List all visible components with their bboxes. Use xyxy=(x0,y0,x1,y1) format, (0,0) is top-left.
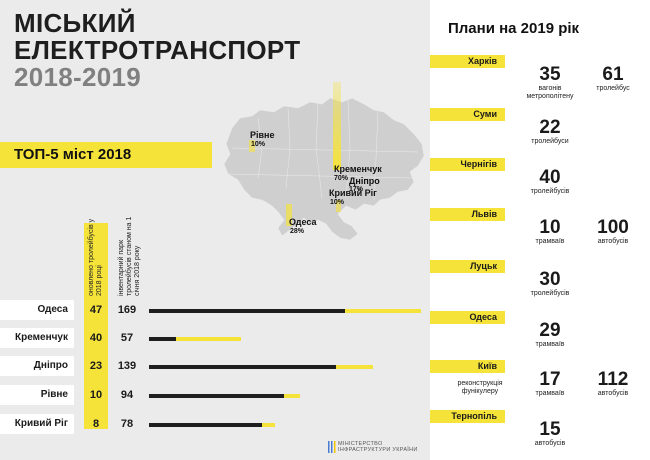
plan-value: 29 xyxy=(539,320,561,341)
plan-value: 17 xyxy=(539,369,561,390)
plan-city-badge: Луцьк xyxy=(430,260,505,273)
map-marker-kryvyi-rih xyxy=(336,200,341,212)
plan-value: 22 xyxy=(539,117,561,138)
updated-value-label: 40 xyxy=(89,332,103,344)
plan-city-name: Суми xyxy=(473,109,497,119)
map-label-city: Дніпро xyxy=(349,176,380,186)
remaining-bar xyxy=(149,394,285,398)
title-years: 2018-2019 xyxy=(14,62,142,92)
map-label-pct: 10% xyxy=(330,199,345,206)
plan-unit: тролейбус xyxy=(596,85,630,92)
ministry-logo-icon xyxy=(328,441,336,453)
plan-unit: вагонів метрополітену xyxy=(526,85,574,100)
plan-unit: тролейбусів xyxy=(530,290,570,297)
updated-column-highlight xyxy=(84,223,108,429)
plan-city-name: Львів xyxy=(471,209,497,219)
city-label-box: Одеса xyxy=(0,300,74,320)
updated-value-label: 8 xyxy=(92,418,100,430)
updated-value-label: 23 xyxy=(89,360,103,372)
plan-unit: автобусів xyxy=(534,440,566,447)
remaining-bar xyxy=(149,365,336,369)
column-header-inventory: інвентарний парк тролейбусів станом на 1… xyxy=(118,216,141,296)
title-line-1: МІСЬКИЙ xyxy=(14,8,136,38)
remaining-bar xyxy=(149,423,262,427)
plan-value: 35 xyxy=(539,64,561,85)
plan-city-badge: Київ xyxy=(430,360,505,373)
ministry-logo-text: МІНІСТЕРСТВО ІНФРАСТРУКТУРИ УКРАЇНИ xyxy=(338,441,418,453)
updated-value-label: 10 xyxy=(89,389,103,401)
plan-unit: трамваїв xyxy=(535,390,565,397)
map-label-city: Рівне xyxy=(250,130,275,140)
remaining-bar xyxy=(149,337,177,341)
map-label-city: Кременчук xyxy=(334,164,382,174)
page-title: МІСЬКИЙ ЕЛЕКТРОТРАНСПОРТ 2018-2019 xyxy=(14,10,300,91)
plan-value: 112 xyxy=(597,369,629,390)
city-label-box: Дніпро xyxy=(0,356,74,376)
ministry-line-2: ІНФРАСТРУКТУРИ УКРАЇНИ xyxy=(338,447,418,453)
plan-unit: автобусів xyxy=(597,238,629,245)
plan-city-badge: Львів xyxy=(430,208,505,221)
plan-city-name: Одеса xyxy=(469,312,498,322)
plan-unit: трамваїв xyxy=(535,238,565,245)
plan-note: реконструкція фунікулеру xyxy=(457,380,503,395)
inventory-value-label: 94 xyxy=(120,389,134,401)
top5-banner: ТОП-5 міст 2018 xyxy=(0,142,212,168)
category-label: Кривий Ріг xyxy=(14,418,68,429)
category-label: Рівне xyxy=(40,389,68,400)
category-label: Кременчук xyxy=(14,332,68,343)
inventory-value-label: 169 xyxy=(117,304,137,316)
updated-value-label: 47 xyxy=(89,304,103,316)
plan-unit: тролейбуси xyxy=(531,138,569,145)
map-label-pct: 10% xyxy=(251,141,266,148)
inventory-value-label: 57 xyxy=(120,332,134,344)
plan-unit: автобусів xyxy=(597,390,629,397)
plan-value: 61 xyxy=(602,64,624,85)
plan-value: 40 xyxy=(539,167,561,188)
map-label-city: Кривий Ріг xyxy=(329,188,377,198)
inventory-bar xyxy=(149,337,241,341)
plan-value: 10 xyxy=(539,217,561,238)
plan-city-badge: Чернігів xyxy=(430,158,505,171)
plan-city-badge: Харків xyxy=(430,55,505,68)
ministry-line-1: МІНІСТЕРСТВО xyxy=(338,441,383,447)
category-label: Одеса xyxy=(37,304,68,315)
plan-city-badge: Тернопіль xyxy=(430,410,505,423)
map-marker-rivne xyxy=(249,140,255,152)
plan-city-name: Тернопіль xyxy=(451,411,497,421)
plan-city-badge: Суми xyxy=(430,108,505,121)
map-label-pct: 28% xyxy=(290,228,305,235)
category-label: Дніпро xyxy=(33,360,68,371)
plan-city-name: Київ xyxy=(477,361,497,371)
ukraine-map xyxy=(223,97,425,241)
plan-value: 100 xyxy=(597,217,629,238)
map-label-pct: 70% xyxy=(334,175,349,182)
city-label-box: Кременчук xyxy=(0,328,74,348)
plans-title: Плани на 2019 рік xyxy=(448,20,580,37)
top5-label: ТОП-5 міст 2018 xyxy=(14,146,132,163)
remaining-bar xyxy=(149,309,346,313)
left-panel xyxy=(0,0,430,460)
plan-city-name: Луцьк xyxy=(470,261,497,271)
map-marker-odesa xyxy=(286,204,292,226)
right-panel xyxy=(430,0,650,460)
inventory-value-label: 139 xyxy=(117,360,137,372)
plan-unit: трамваїв xyxy=(535,341,565,348)
inventory-value-label: 78 xyxy=(120,418,134,430)
map-label-city: Одеса xyxy=(289,217,317,227)
title-line-2: ЕЛЕКТРОТРАНСПОРТ xyxy=(14,35,301,65)
plan-value: 15 xyxy=(539,419,561,440)
map-label-pct: 17% xyxy=(349,186,364,193)
column-header-updated: оновлено тролейбусів у 2018 році xyxy=(88,218,103,296)
plan-unit: тролейбусів xyxy=(530,188,570,195)
city-label-box: Рівне xyxy=(0,385,74,405)
plan-value: 30 xyxy=(539,269,561,290)
ukraine-map-shape xyxy=(223,97,425,241)
plan-city-name: Чернігів xyxy=(460,159,497,169)
plan-city-name: Харків xyxy=(467,56,497,66)
city-label-box: Кривий Ріг xyxy=(0,414,74,434)
plan-city-badge: Одеса xyxy=(430,311,505,324)
map-marker-kremenchuk xyxy=(333,82,341,170)
